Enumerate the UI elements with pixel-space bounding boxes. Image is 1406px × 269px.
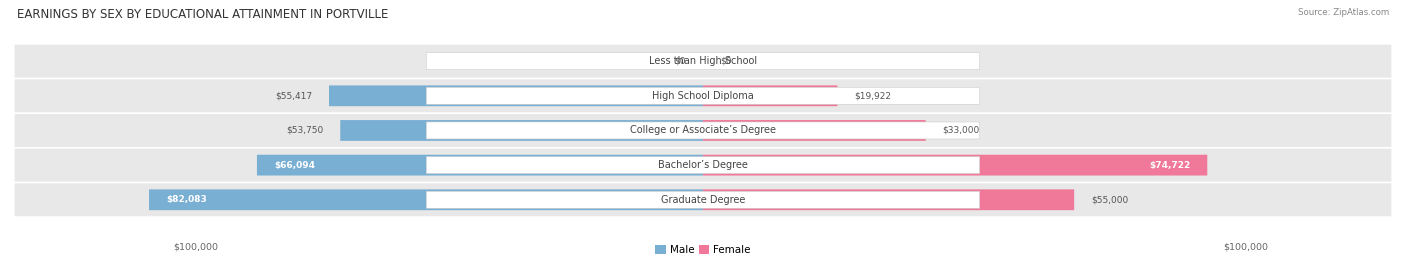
- Text: $0: $0: [720, 57, 731, 66]
- Text: $100,000: $100,000: [1223, 243, 1268, 252]
- FancyBboxPatch shape: [14, 45, 1392, 78]
- FancyBboxPatch shape: [426, 53, 980, 70]
- Text: $0: $0: [675, 57, 686, 66]
- Text: $100,000: $100,000: [173, 243, 218, 252]
- FancyBboxPatch shape: [329, 85, 703, 106]
- FancyBboxPatch shape: [14, 149, 1392, 182]
- FancyBboxPatch shape: [703, 85, 838, 106]
- FancyBboxPatch shape: [426, 157, 980, 174]
- Text: $66,094: $66,094: [274, 161, 315, 170]
- FancyBboxPatch shape: [426, 87, 980, 104]
- FancyBboxPatch shape: [340, 120, 703, 141]
- FancyBboxPatch shape: [14, 114, 1392, 147]
- Text: $55,000: $55,000: [1091, 195, 1128, 204]
- Text: Less than High School: Less than High School: [650, 56, 756, 66]
- FancyBboxPatch shape: [703, 189, 1074, 210]
- Text: Source: ZipAtlas.com: Source: ZipAtlas.com: [1298, 8, 1389, 17]
- Legend: Male, Female: Male, Female: [655, 245, 751, 255]
- Text: EARNINGS BY SEX BY EDUCATIONAL ATTAINMENT IN PORTVILLE: EARNINGS BY SEX BY EDUCATIONAL ATTAINMEN…: [17, 8, 388, 21]
- Text: College or Associate’s Degree: College or Associate’s Degree: [630, 125, 776, 136]
- Text: $19,922: $19,922: [855, 91, 891, 100]
- Text: High School Diploma: High School Diploma: [652, 91, 754, 101]
- FancyBboxPatch shape: [426, 122, 980, 139]
- Text: $82,083: $82,083: [166, 195, 207, 204]
- FancyBboxPatch shape: [703, 120, 925, 141]
- FancyBboxPatch shape: [426, 191, 980, 208]
- FancyBboxPatch shape: [14, 79, 1392, 112]
- Text: Bachelor’s Degree: Bachelor’s Degree: [658, 160, 748, 170]
- Text: $53,750: $53,750: [287, 126, 323, 135]
- FancyBboxPatch shape: [257, 155, 703, 175]
- Text: Graduate Degree: Graduate Degree: [661, 195, 745, 205]
- FancyBboxPatch shape: [149, 189, 703, 210]
- Text: $33,000: $33,000: [942, 126, 980, 135]
- FancyBboxPatch shape: [703, 155, 1208, 175]
- FancyBboxPatch shape: [14, 183, 1392, 216]
- Text: $55,417: $55,417: [276, 91, 312, 100]
- Text: $74,722: $74,722: [1149, 161, 1191, 170]
